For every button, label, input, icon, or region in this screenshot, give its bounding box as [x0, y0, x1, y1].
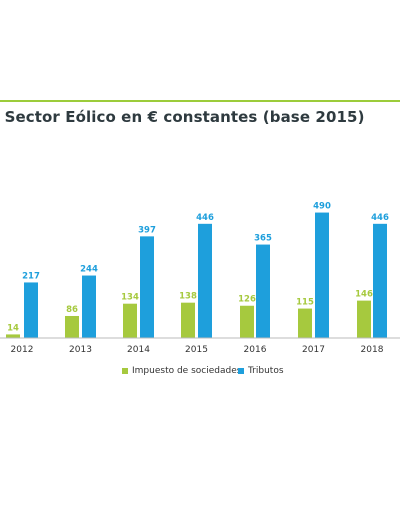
bar-impuesto-2016 — [240, 305, 254, 338]
bar-tributos-2014 — [140, 236, 154, 338]
x-tick-label-2018: 2018 — [361, 345, 384, 355]
legend-swatch-green — [122, 368, 128, 374]
legend-item-tributos: Tributos — [238, 366, 284, 376]
data-label-tributos-2018: 446 — [371, 213, 389, 223]
legend: Impuesto de sociedades Tributos — [0, 366, 400, 380]
data-label-tributos-2017: 490 — [313, 202, 331, 212]
x-tick-label-2012: 2012 — [11, 345, 34, 355]
bar-tributos-2012 — [24, 282, 38, 338]
bar-impuesto-2018 — [357, 300, 371, 338]
data-label-tributos-2015: 446 — [196, 213, 214, 223]
data-label-impuesto-2014: 134 — [121, 293, 139, 303]
bar-tributos-2013 — [82, 275, 96, 338]
data-label-impuesto-2016: 126 — [238, 295, 256, 305]
data-label-impuesto-2013: 86 — [66, 305, 78, 315]
data-label-impuesto-2018: 146 — [355, 290, 373, 300]
data-label-tributos-2013: 244 — [80, 265, 98, 275]
chart-title: l Sector Eólico en € constantes (base 20… — [0, 108, 365, 126]
data-label-tributos-2012: 217 — [22, 271, 40, 281]
bar-impuesto-2017 — [298, 308, 312, 338]
x-tick-label-2015: 2015 — [185, 345, 208, 355]
legend-label-impuesto: Impuesto de sociedades — [132, 366, 242, 376]
bar-impuesto-2012 — [6, 334, 20, 338]
legend-label-tributos: Tributos — [248, 366, 284, 376]
bar-tributos-2015 — [198, 223, 212, 338]
x-tick-label-2014: 2014 — [127, 345, 150, 355]
bar-impuesto-2013 — [65, 315, 79, 338]
bar-tributos-2018 — [373, 223, 387, 338]
x-tick-label-2017: 2017 — [302, 345, 325, 355]
bar-impuesto-2015 — [181, 302, 195, 338]
data-label-impuesto-2017: 115 — [296, 298, 314, 308]
bar-impuesto-2014 — [123, 303, 137, 338]
bar-tributos-2016 — [256, 244, 270, 338]
data-label-impuesto-2012: 14 — [7, 323, 19, 333]
x-tick-label-2013: 2013 — [69, 345, 92, 355]
legend-item-impuesto: Impuesto de sociedades — [122, 366, 241, 376]
data-label-tributos-2014: 397 — [138, 225, 156, 235]
bar-tributos-2017 — [315, 212, 329, 338]
title-rule — [0, 100, 400, 102]
legend-swatch-blue — [238, 368, 244, 374]
data-label-tributos-2016: 365 — [254, 234, 272, 244]
x-tick-label-2016: 2016 — [244, 345, 267, 355]
data-label-impuesto-2015: 138 — [179, 292, 197, 302]
